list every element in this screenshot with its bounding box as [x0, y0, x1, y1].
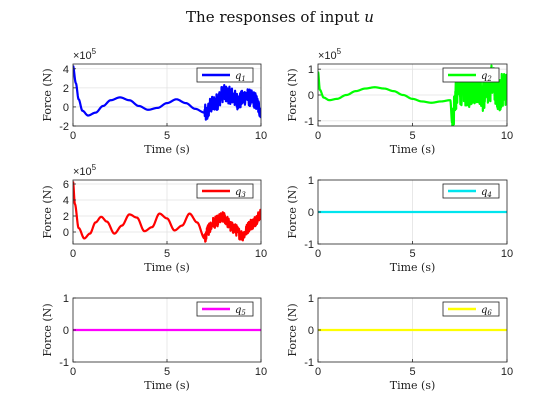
series-line-q1	[73, 65, 261, 121]
legend-label: q6	[481, 305, 492, 317]
x-tick-label: 10	[255, 130, 267, 142]
y-tick-label: 4	[63, 195, 69, 207]
exponent-power: 5	[92, 163, 97, 172]
y-exponent-label: ×105	[73, 47, 97, 62]
y-axis-label: Force (N)	[286, 303, 299, 356]
legend-label-sub: 6	[487, 309, 492, 317]
y-tick-label: -1	[304, 116, 314, 128]
y-tick-label: 4	[63, 64, 69, 76]
exponent-base: ×10	[318, 50, 337, 62]
x-tick-label: 5	[164, 248, 170, 260]
legend-label-sub: 4	[486, 191, 491, 199]
exponent-power: 5	[337, 47, 342, 56]
legend-q4: q4	[442, 183, 500, 199]
x-tick-label: 0	[70, 248, 76, 260]
title-text: The responses of input	[186, 8, 364, 26]
y-tick-label: 0	[63, 325, 69, 337]
y-tick-label: 2	[63, 83, 69, 95]
y-tick-label: -2	[59, 121, 69, 133]
legend-label: q1	[235, 71, 246, 83]
x-tick-label: 10	[501, 366, 513, 378]
legend-q3: q3	[196, 183, 254, 199]
series-line-q3	[73, 181, 261, 243]
x-axis-label: Time (s)	[390, 143, 436, 156]
legend-label-sub: 5	[241, 309, 246, 317]
x-tick-label: 5	[409, 130, 415, 142]
y-tick-label: 1	[308, 64, 314, 76]
x-axis-label: Time (s)	[390, 261, 436, 274]
y-exponent-label: ×105	[318, 47, 342, 62]
x-axis-label: Time (s)	[144, 261, 190, 274]
y-axis-label: Force (N)	[286, 185, 299, 238]
y-tick-label: 0	[63, 227, 69, 239]
y-tick-label: 2	[63, 211, 69, 223]
legend-label-base: q	[235, 305, 241, 316]
legend-label-sub: 1	[241, 75, 245, 83]
legend-label: q3	[235, 187, 246, 199]
y-axis-label: Force (N)	[41, 68, 54, 121]
y-tick-label: 0	[308, 90, 314, 102]
legend-q2: q2	[442, 67, 500, 83]
legend-label: q4	[481, 187, 492, 199]
x-tick-label: 5	[164, 130, 170, 142]
y-tick-label: 0	[308, 325, 314, 337]
legend-label-base: q	[235, 71, 241, 82]
exponent-base: ×10	[73, 50, 92, 62]
x-tick-label: 5	[409, 366, 415, 378]
legend-q6: q6	[442, 301, 500, 317]
x-axis-label: Time (s)	[390, 379, 436, 392]
legend-label-base: q	[481, 187, 487, 198]
x-tick-label: 10	[501, 248, 513, 260]
y-tick-label: 1	[308, 293, 314, 305]
y-tick-label: -1	[59, 357, 69, 369]
x-tick-label: 10	[501, 130, 513, 142]
x-tick-label: 0	[315, 248, 321, 260]
y-tick-label: -1	[304, 357, 314, 369]
y-tick-label: 6	[63, 179, 69, 191]
legend-q5: q5	[196, 301, 254, 317]
x-tick-label: 10	[255, 248, 267, 260]
x-tick-label: 0	[315, 130, 321, 142]
x-axis-label: Time (s)	[144, 143, 190, 156]
y-axis-label: Force (N)	[41, 303, 54, 356]
legend-label: q5	[235, 305, 246, 317]
y-tick-label: 0	[63, 102, 69, 114]
x-tick-label: 0	[70, 130, 76, 142]
legend-label-base: q	[235, 187, 241, 198]
exponent-base: ×10	[73, 166, 92, 178]
y-tick-label: -1	[304, 239, 314, 251]
title-variable: u	[364, 8, 374, 26]
y-tick-label: 1	[63, 293, 69, 305]
figure-title: The responses of input u	[186, 8, 374, 26]
legend-q1: q1	[196, 67, 254, 83]
x-tick-label: 0	[315, 366, 321, 378]
legend-label-sub: 2	[486, 75, 492, 83]
y-exponent-label: ×105	[73, 163, 97, 178]
legend-label-sub: 3	[241, 191, 246, 199]
legend-label-base: q	[481, 305, 487, 316]
y-tick-label: 0	[308, 207, 314, 219]
exponent-power: 5	[92, 47, 97, 56]
x-tick-label: 0	[70, 366, 76, 378]
y-tick-label: 1	[308, 175, 314, 187]
x-tick-label: 10	[255, 366, 267, 378]
legend-label: q2	[481, 71, 492, 83]
x-tick-label: 5	[164, 366, 170, 378]
x-tick-label: 5	[409, 248, 415, 260]
legend-label-base: q	[481, 71, 487, 82]
y-axis-label: Force (N)	[286, 68, 299, 121]
x-axis-label: Time (s)	[144, 379, 190, 392]
y-axis-label: Force (N)	[41, 185, 54, 238]
